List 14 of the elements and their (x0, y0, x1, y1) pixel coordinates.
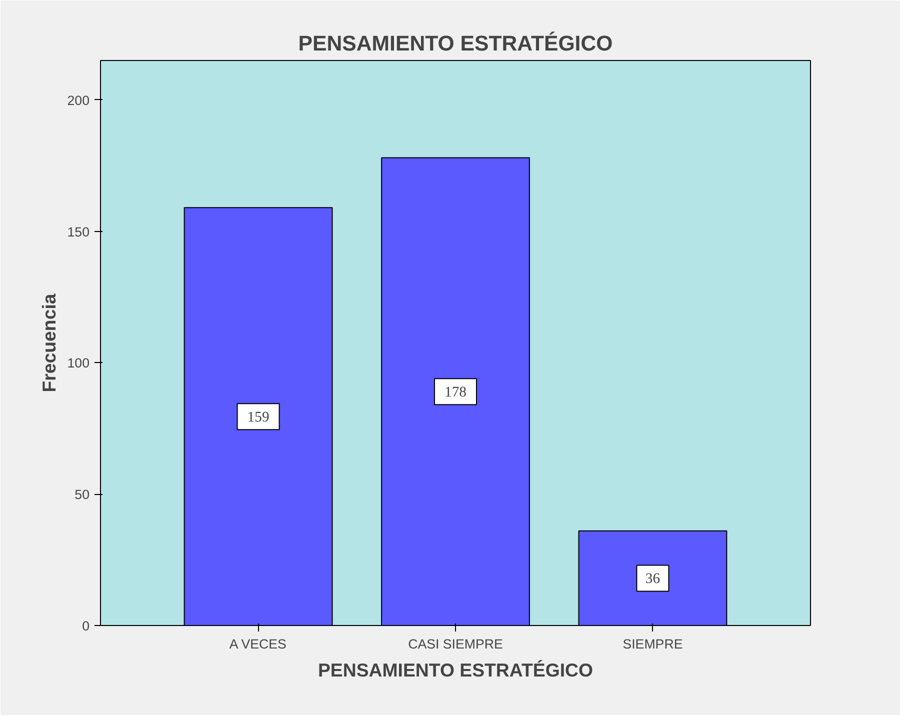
y-tick-label: 150 (67, 224, 90, 240)
x-axis-title: PENSAMIENTO ESTRATÉGICO (318, 660, 594, 680)
x-tick-label: A VECES (229, 636, 287, 652)
data-label: 36 (645, 571, 660, 588)
data-label: 178 (444, 384, 466, 401)
chart-title: PENSAMIENTO ESTRATÉGICO (298, 32, 613, 56)
y-tick-label: 0 (82, 618, 90, 634)
y-axis-title: Frecuencia (38, 293, 60, 392)
x-tick-label: SIEMPRE (622, 636, 683, 652)
x-tick-label: CASI SIEMPRE (408, 636, 504, 652)
y-tick-label: 200 (67, 92, 90, 108)
y-tick-label: 100 (67, 356, 90, 371)
data-label: 159 (247, 410, 270, 426)
y-tick-label: 50 (74, 487, 90, 502)
